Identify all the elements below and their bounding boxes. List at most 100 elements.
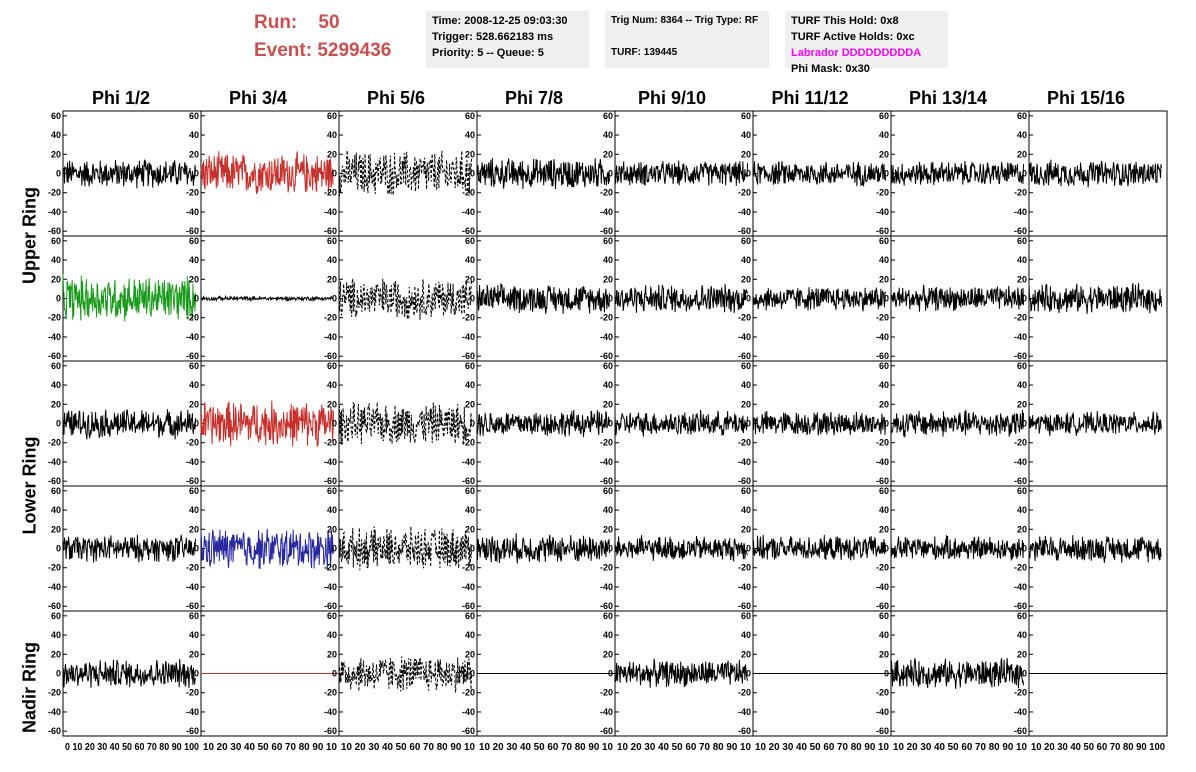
y-tick-label: 60 [1017, 486, 1027, 496]
y-tick-label: -40 [876, 582, 889, 592]
y-tick-label: -20 [462, 563, 475, 573]
y-tick-label: -20 [738, 313, 751, 323]
y-tick-label: -60 [600, 351, 613, 361]
y-tick-label: 20 [327, 274, 337, 284]
y-tick-label: -40 [324, 332, 337, 342]
turf-this-hold-text: TURF This Hold: 0x8 [791, 15, 899, 27]
y-tick-label: 60 [327, 486, 337, 496]
y-tick-label: 0 [608, 169, 613, 179]
x-tick-labels: 10 20 30 40 50 60 70 80 90 100 [1031, 742, 1165, 753]
y-tick-label: 60 [51, 486, 61, 496]
y-tick-label: -60 [600, 476, 613, 486]
waveform-trace [338, 402, 472, 446]
y-tick-label: 60 [51, 111, 61, 121]
y-tick-label: 60 [1017, 611, 1027, 621]
y-tick-label: 20 [51, 274, 61, 284]
y-tick-label: 20 [465, 649, 475, 659]
y-tick-label: -60 [462, 226, 475, 236]
y-tick-label: 40 [327, 505, 337, 515]
y-tick-label: -40 [462, 207, 475, 217]
y-tick-label: 0 [56, 669, 61, 679]
y-tick-label: 20 [51, 399, 61, 409]
y-tick-label: 60 [51, 611, 61, 621]
y-tick-label: 60 [603, 486, 613, 496]
y-tick-label: 20 [189, 274, 199, 284]
waveform-trace [338, 278, 472, 320]
y-tick-label: 20 [51, 524, 61, 534]
y-tick-label: 40 [603, 380, 613, 390]
y-tick-label: -60 [186, 351, 199, 361]
waveform-trace [614, 160, 748, 186]
y-tick-label: 0 [470, 669, 475, 679]
waveform-trace [752, 161, 886, 187]
y-tick-label: -60 [462, 601, 475, 611]
y-tick-label: -20 [48, 188, 61, 198]
y-tick-label: 0 [608, 544, 613, 554]
y-tick-label: 40 [327, 630, 337, 640]
y-tick-label: 40 [51, 630, 61, 640]
waveform-trace [338, 526, 472, 571]
time-text: Time: 2008-12-25 09:03:30 [432, 15, 568, 27]
phi-mask-text: Phi Mask: 0x30 [791, 63, 870, 75]
y-tick-label: -40 [186, 582, 199, 592]
y-tick-label: 40 [741, 380, 751, 390]
trigger-info-box: Trig Num: 8364 -- Trig Type: RF TURF: 13… [605, 11, 769, 68]
y-tick-label: -40 [462, 582, 475, 592]
y-tick-label: 0 [332, 544, 337, 554]
y-tick-label: 60 [465, 111, 475, 121]
y-tick-label: 40 [603, 130, 613, 140]
y-tick-label: 20 [741, 274, 751, 284]
y-tick-label: 40 [51, 255, 61, 265]
y-tick-label: -20 [876, 438, 889, 448]
y-tick-label: -40 [48, 332, 61, 342]
y-tick-label: 60 [1017, 111, 1027, 121]
x-tick-labels: 10 20 30 40 50 60 70 80 90 10 [893, 742, 1027, 753]
y-tick-label: -40 [738, 332, 751, 342]
y-tick-label: -40 [48, 582, 61, 592]
y-tick-label: -60 [48, 351, 61, 361]
y-tick-label: 0 [1022, 294, 1027, 304]
labrador-text: Labrador DDDDDDDDDA [791, 47, 922, 59]
y-tick-label: 20 [189, 149, 199, 159]
y-tick-label: -20 [48, 688, 61, 698]
y-tick-label: 20 [603, 274, 613, 284]
y-tick-label: 60 [1017, 236, 1027, 246]
y-tick-label: -20 [600, 563, 613, 573]
y-tick-label: -20 [600, 688, 613, 698]
y-tick-label: 20 [741, 399, 751, 409]
y-tick-label: -60 [186, 726, 199, 736]
waveform-trace [62, 159, 196, 189]
y-tick-label: -20 [186, 688, 199, 698]
y-tick-label: 20 [51, 149, 61, 159]
y-tick-label: 20 [51, 649, 61, 659]
y-tick-label: -40 [1014, 332, 1027, 342]
y-tick-label: 40 [1017, 380, 1027, 390]
y-tick-label: 40 [1017, 255, 1027, 265]
y-tick-label: -20 [1014, 563, 1027, 573]
waveform-trace [614, 409, 748, 437]
column-title-phi-13-14: Phi 13/14 [908, 88, 988, 108]
y-tick-label: 0 [608, 669, 613, 679]
y-tick-label: 40 [879, 380, 889, 390]
y-tick-label: 40 [465, 505, 475, 515]
y-tick-label: 40 [189, 505, 199, 515]
y-tick-label: 60 [879, 111, 889, 121]
y-tick-label: -40 [1014, 707, 1027, 717]
waveform-trace [752, 410, 886, 436]
trig-num-text: Trig Num: 8364 -- Trig Type: RF [611, 15, 759, 26]
waveform-trace [614, 535, 748, 563]
waveform-trace [62, 409, 196, 440]
waveform-trace [476, 533, 610, 564]
y-tick-label: -60 [324, 476, 337, 486]
y-tick-label: 60 [189, 611, 199, 621]
turf-text: TURF: 139445 [611, 47, 678, 58]
y-tick-label: 0 [194, 419, 199, 429]
y-tick-label: -40 [738, 707, 751, 717]
y-tick-label: 0 [56, 419, 61, 429]
trigger-text: Trigger: 528.662183 ms [432, 31, 554, 43]
y-tick-label: -60 [876, 351, 889, 361]
y-tick-label: -60 [186, 226, 199, 236]
y-tick-label: 60 [1017, 361, 1027, 371]
y-tick-label: 60 [465, 486, 475, 496]
